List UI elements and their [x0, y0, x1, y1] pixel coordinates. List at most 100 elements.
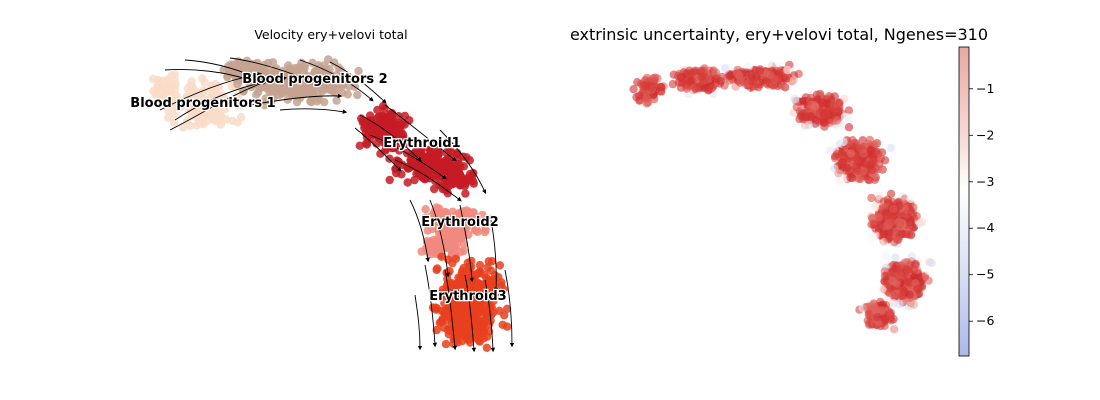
cell-point	[464, 287, 473, 297]
streamline	[394, 159, 462, 202]
uncertainty-point	[894, 266, 903, 275]
cell-point	[307, 97, 316, 107]
uncertainty-point	[704, 86, 713, 95]
uncertainty-point	[892, 235, 902, 244]
uncertainty-point	[880, 315, 890, 325]
uncertainty-point	[726, 71, 735, 80]
cell-point	[385, 175, 394, 185]
cell-point	[433, 145, 443, 154]
uncertainty-point	[905, 290, 914, 299]
cell-point	[363, 125, 372, 134]
streamline	[464, 274, 477, 353]
uncertainty-point	[870, 303, 879, 313]
cell-point	[238, 69, 247, 79]
uncertainty-point	[842, 163, 852, 173]
cell-point	[167, 71, 176, 80]
cluster-label: Erythroid3	[429, 289, 506, 304]
uncertainty-point	[754, 83, 763, 92]
cell-point	[503, 322, 512, 331]
cell-point	[198, 74, 207, 83]
cell-point	[502, 304, 512, 313]
cell-point	[381, 146, 390, 155]
cell-point	[433, 264, 442, 273]
uncertainty-point	[884, 210, 893, 220]
cell-point	[500, 311, 509, 320]
cell-point	[441, 339, 451, 349]
cell-point	[454, 224, 463, 233]
uncertainty-point	[913, 284, 922, 293]
cell-point	[385, 154, 394, 163]
cell-point	[328, 77, 337, 86]
cell-point	[403, 178, 412, 187]
uncertainty-point	[792, 102, 801, 112]
cell-point	[470, 216, 479, 225]
cell-point	[400, 111, 410, 121]
cell-point	[480, 227, 490, 237]
cell-point	[437, 306, 446, 316]
uncertainty-point	[905, 217, 915, 227]
cell-point	[465, 338, 475, 347]
streamline	[444, 269, 457, 351]
uncertainty-point	[878, 285, 887, 294]
uncertainty-point	[889, 204, 898, 213]
cell-point	[475, 260, 485, 270]
uncertainty-point	[874, 213, 883, 222]
uncertainty-point	[892, 279, 901, 288]
cluster-label: Blood progenitors 1	[130, 96, 275, 111]
cell-point	[309, 85, 319, 95]
uncertainty-point	[900, 194, 909, 203]
uncertainty-point	[907, 252, 917, 261]
uncertainty-point	[858, 136, 867, 145]
uncertainty-point	[834, 169, 843, 178]
cell-point	[270, 65, 279, 75]
uncertainty-point	[924, 266, 934, 276]
cell-point	[247, 68, 257, 77]
cluster-label: Blood progenitors 2	[242, 72, 387, 87]
cluster-label: Erythroid1	[383, 136, 460, 151]
cell-point	[466, 314, 475, 323]
cluster-label: Erythroid2	[421, 215, 498, 230]
uncertainty-point	[881, 252, 891, 261]
cell-point	[461, 298, 470, 307]
cell-point	[476, 304, 485, 314]
uncertainty-point	[867, 146, 876, 155]
uncertainty-point	[863, 302, 872, 312]
cell-point	[354, 66, 363, 76]
uncertainty-point	[895, 299, 904, 309]
cell-point	[475, 337, 484, 346]
cell-point	[482, 343, 492, 352]
cell-point	[447, 325, 456, 334]
uncertainty-point	[844, 106, 854, 115]
uncertainty-point	[895, 219, 905, 229]
uncertainty-point	[755, 66, 764, 75]
cell-point	[432, 203, 441, 212]
colorbar-gradient	[958, 46, 970, 357]
uncertainty-point	[859, 149, 868, 158]
uncertainty-point	[872, 139, 881, 148]
streamline	[409, 199, 430, 263]
cell-point	[185, 81, 195, 91]
cell-point	[397, 170, 406, 179]
cell-point	[294, 63, 303, 72]
cell-point	[461, 189, 470, 198]
colorbar: −1 −2 −3 −4 −5 −6	[958, 46, 994, 357]
uncertainty-point	[797, 111, 806, 121]
colorbar-tick-label: −5	[976, 267, 994, 282]
uncertainty-point	[883, 195, 893, 204]
uncertainty-point	[843, 113, 853, 122]
cluster-labels: Blood progenitors 1 Blood progenitors 2 Er…	[129, 71, 508, 306]
uncertainty-point	[895, 272, 904, 282]
cell-point	[468, 171, 477, 181]
cell-point	[332, 96, 341, 105]
cell-point	[230, 60, 240, 69]
streamline	[489, 214, 499, 293]
uncertainty-point	[733, 68, 742, 78]
uncertainty-point	[685, 69, 694, 79]
cell-point	[243, 99, 253, 108]
cell-point	[475, 317, 485, 327]
cell-point	[325, 83, 334, 93]
cell-point	[396, 126, 405, 135]
cell-point	[378, 112, 387, 121]
uncertainty-point	[889, 314, 898, 324]
